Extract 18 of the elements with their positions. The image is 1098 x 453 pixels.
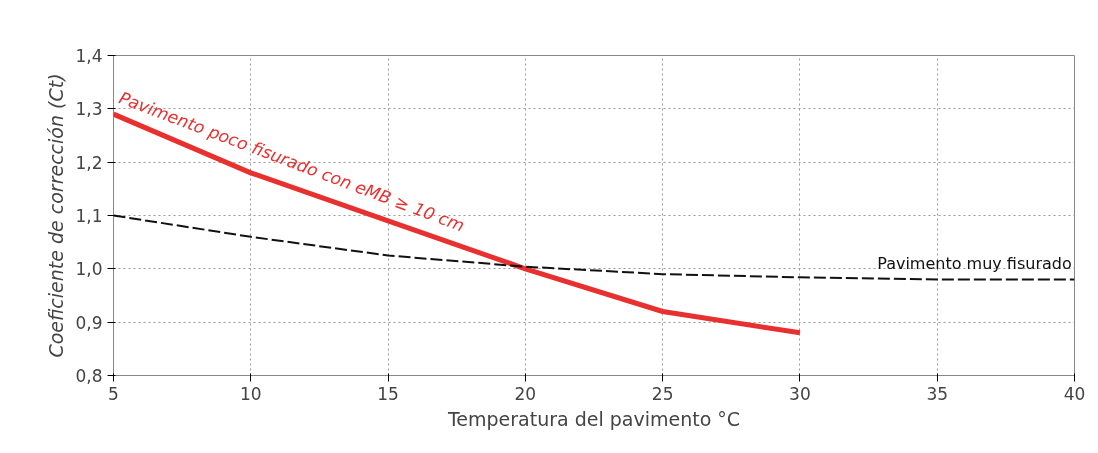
y-tick-label: 1,0 — [75, 259, 103, 280]
x-tick-label: 15 — [377, 383, 399, 404]
x-tick-label: 30 — [789, 383, 811, 404]
x-tick-label: 20 — [514, 383, 537, 404]
x-tick-label: 40 — [1063, 383, 1086, 404]
y-tick-label: 0,8 — [75, 366, 103, 386]
x-tick-label: 25 — [651, 383, 674, 404]
x-tick-label: 5 — [108, 383, 119, 404]
y-tick-label: 1,4 — [75, 46, 103, 66]
x-axis-title: Temperatura del pavimento °C — [446, 407, 741, 430]
y-tick-label: 0,9 — [75, 312, 103, 333]
series-label: Pavimento muy fisurado — [877, 254, 1072, 274]
x-tick-label: 35 — [926, 383, 949, 404]
y-tick-label: 1,1 — [75, 206, 103, 226]
x-tick-label: 10 — [239, 383, 262, 404]
y-axis-title: Coeficiente de corrección (Ct) — [45, 73, 68, 358]
y-tick-label: 1,3 — [75, 99, 103, 120]
y-tick-label: 1,2 — [75, 152, 103, 173]
